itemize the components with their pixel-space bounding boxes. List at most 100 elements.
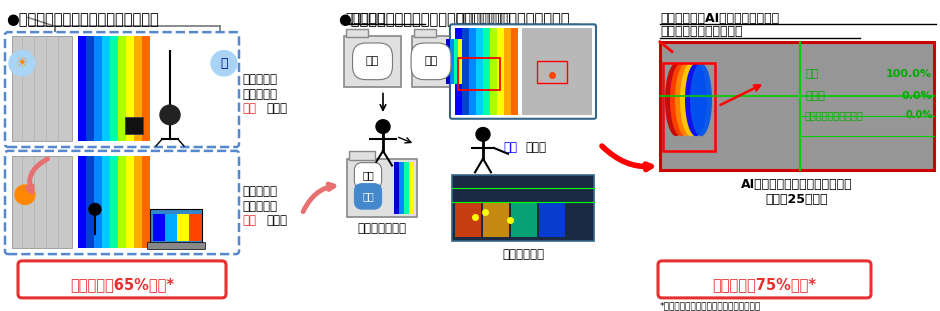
Bar	[504, 28, 511, 115]
Text: ☀: ☀	[16, 56, 28, 70]
Ellipse shape	[675, 63, 697, 136]
Text: 0.0%: 0.0%	[901, 91, 932, 101]
Text: 可視: 可視	[366, 56, 379, 66]
Bar	[452, 175, 594, 241]
Bar	[150, 209, 202, 244]
Text: （ソフトウェア新機能）: （ソフトウェア新機能）	[660, 25, 743, 38]
Ellipse shape	[670, 63, 692, 136]
Bar	[86, 36, 94, 141]
Text: 剥離: 剥離	[805, 69, 818, 79]
Bar	[125, 117, 143, 134]
Bar	[511, 202, 537, 237]
Circle shape	[89, 203, 101, 215]
Bar	[394, 162, 399, 214]
Bar	[142, 156, 150, 248]
Text: ●点検時間の縮減（外業：点検作業）: ●点検時間の縮減（外業：点検作業）	[6, 12, 159, 27]
Text: 0.0%: 0.0%	[905, 110, 932, 120]
Bar	[165, 214, 177, 241]
Text: 可視: 可視	[362, 170, 374, 180]
Text: 🌙: 🌙	[220, 57, 227, 70]
FancyBboxPatch shape	[412, 36, 469, 87]
Text: 赤外: 赤外	[424, 56, 438, 66]
Circle shape	[160, 105, 180, 125]
FancyBboxPatch shape	[414, 29, 436, 37]
Bar	[539, 202, 565, 237]
Bar	[126, 36, 134, 141]
Bar	[446, 39, 450, 84]
Bar	[78, 36, 86, 141]
Bar	[462, 28, 469, 115]
Text: 解析時間は75%縮減*: 解析時間は75%縮減*	[712, 277, 816, 292]
Bar	[134, 156, 142, 248]
Bar	[134, 36, 142, 141]
Text: 手動: 手動	[503, 141, 517, 154]
Text: 汚れ色むら（補修跡）: 汚れ色むら（補修跡）	[805, 110, 864, 120]
Bar	[660, 42, 934, 170]
Bar	[94, 36, 102, 141]
Bar	[399, 162, 404, 214]
Text: AI診断結果のポップアップ表示: AI診断結果のポップアップ表示	[741, 178, 853, 191]
Circle shape	[476, 128, 490, 141]
Bar	[126, 156, 134, 248]
Bar	[663, 63, 715, 151]
Bar	[118, 36, 126, 141]
Bar	[455, 28, 462, 115]
Ellipse shape	[685, 63, 707, 136]
Text: 位置の特定: 位置の特定	[345, 12, 385, 25]
Text: に撮影: に撮影	[266, 102, 287, 115]
Bar	[497, 28, 504, 115]
Circle shape	[15, 185, 35, 204]
Bar	[404, 162, 409, 214]
Bar	[147, 242, 205, 249]
Ellipse shape	[690, 63, 712, 136]
Bar	[153, 214, 165, 241]
Bar	[409, 162, 414, 214]
FancyBboxPatch shape	[5, 32, 239, 147]
Bar	[102, 36, 110, 141]
FancyBboxPatch shape	[658, 261, 871, 298]
FancyBboxPatch shape	[18, 261, 226, 298]
Bar	[102, 156, 110, 248]
Circle shape	[376, 120, 390, 133]
Text: 補修跡: 補修跡	[805, 91, 825, 101]
Bar	[86, 156, 94, 248]
Bar	[454, 39, 458, 84]
Bar	[458, 39, 462, 84]
Ellipse shape	[680, 63, 702, 136]
Text: 自動ペアリング: 自動ペアリング	[357, 222, 406, 235]
Circle shape	[211, 51, 237, 76]
Text: 100.0%: 100.0%	[886, 69, 932, 79]
Bar	[189, 214, 201, 241]
Bar	[537, 61, 567, 83]
Bar	[483, 202, 509, 237]
FancyBboxPatch shape	[5, 151, 239, 254]
Bar	[177, 214, 189, 241]
Bar	[469, 28, 476, 115]
Text: 可視画像と: 可視画像と	[242, 185, 277, 198]
Text: 赤外: 赤外	[362, 191, 374, 201]
Text: 赤外画像を: 赤外画像を	[242, 200, 277, 213]
Bar	[450, 39, 454, 84]
Text: 別々: 別々	[242, 102, 256, 115]
Text: 赤外線画像のAI損傷自動診断機能: 赤外線画像のAI損傷自動診断機能	[660, 12, 779, 25]
Text: 損傷個所の特定: 損傷個所の特定	[455, 12, 511, 25]
Text: （損傷25分類）: （損傷25分類）	[766, 193, 828, 206]
Text: 自動抽出機能: 自動抽出機能	[502, 248, 544, 261]
Bar	[12, 156, 72, 248]
FancyBboxPatch shape	[450, 24, 596, 119]
Bar	[118, 156, 126, 248]
Bar	[458, 58, 500, 90]
Bar	[110, 156, 118, 248]
Text: 点検時間は65%縮減*: 点検時間は65%縮減*	[70, 277, 174, 292]
Bar	[490, 28, 497, 115]
Text: 同時: 同時	[242, 214, 256, 227]
Bar	[12, 36, 72, 141]
Bar	[511, 28, 518, 115]
Bar	[78, 156, 86, 248]
Text: *夜間調査（偏光レンズ導入前）との比較: *夜間調査（偏光レンズ導入前）との比較	[660, 302, 761, 311]
Text: ●解析時間の縮減（内業：解析準備～解析～報告書作成）: ●解析時間の縮減（内業：解析準備～解析～報告書作成）	[338, 12, 570, 27]
Bar	[483, 28, 490, 115]
Bar	[110, 36, 118, 141]
Text: で囲む: で囲む	[525, 141, 546, 154]
Circle shape	[9, 51, 35, 76]
